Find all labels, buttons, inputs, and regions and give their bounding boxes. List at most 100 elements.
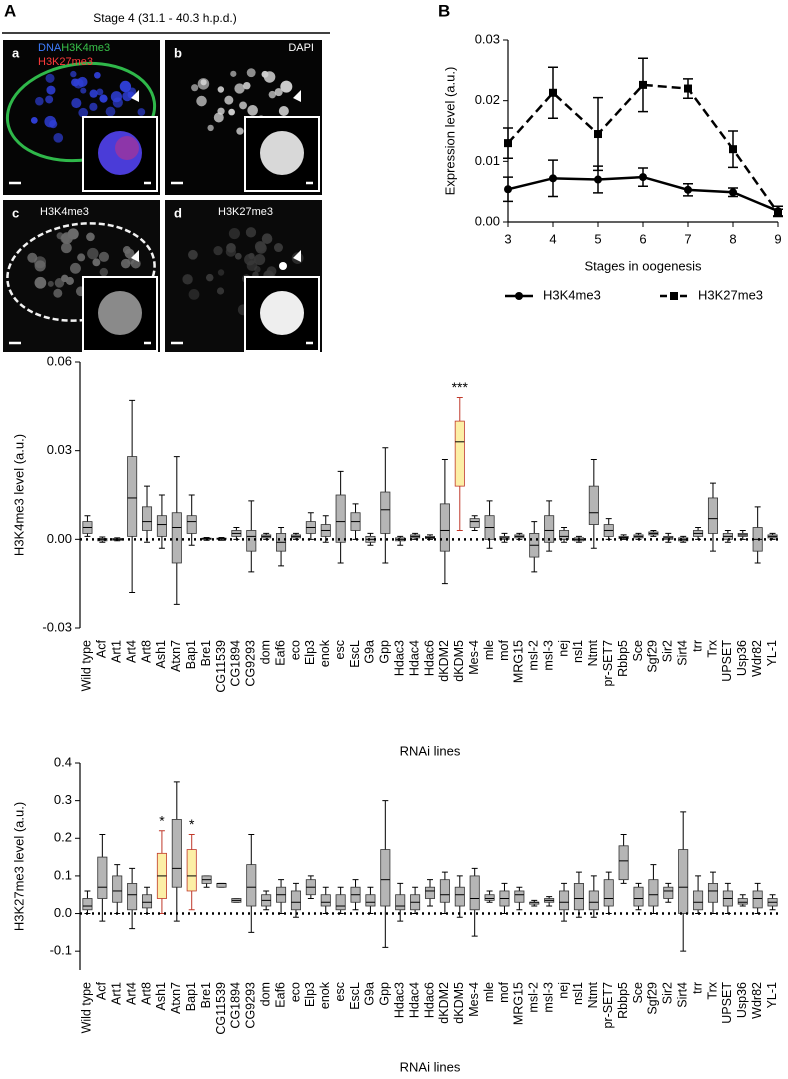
box — [588, 890, 599, 911]
nucleus — [243, 81, 251, 90]
whisker-low — [516, 902, 523, 911]
box — [559, 890, 570, 911]
whisker-low — [278, 551, 285, 567]
whisker-low — [441, 551, 448, 585]
x-tick-label: Atxn7 — [169, 640, 183, 672]
nucleus — [246, 68, 256, 78]
x-tick-label: Sgf29 — [646, 640, 660, 673]
label-part: H3K4me3 — [61, 42, 110, 54]
x-tick-label: nsl1 — [571, 982, 585, 1005]
x-tick-label: Sirt4 — [675, 640, 689, 666]
x-tick-label: Mes-4 — [467, 982, 481, 1017]
x-tick-label: dKDM5 — [452, 982, 466, 1024]
x-tick-label: esc — [333, 982, 347, 1001]
x-tick-label: UPSET — [720, 640, 734, 682]
whisker-high — [99, 834, 106, 858]
box — [246, 864, 257, 907]
whisker-high — [144, 886, 150, 895]
x-tick-label: Ntmt — [586, 981, 600, 1008]
nucleus — [280, 80, 293, 93]
x-tick-label: MRG15 — [512, 982, 526, 1025]
whisker-high — [248, 834, 255, 865]
nucleus — [54, 278, 65, 288]
box — [469, 518, 480, 528]
box — [559, 530, 570, 540]
y-tick-label: 0.00 — [47, 531, 72, 546]
x-tick-label: Art1 — [110, 982, 124, 1005]
x-tick-label: Wdr82 — [750, 982, 764, 1019]
nucleus — [205, 273, 214, 282]
whisker-low — [188, 890, 195, 911]
box — [186, 849, 197, 892]
box — [588, 485, 599, 525]
x-tick-label: Hdac3 — [393, 640, 407, 676]
nucleus — [112, 97, 123, 108]
box — [424, 886, 436, 899]
marker — [515, 292, 523, 300]
x-axis-label: RNAi lines — [400, 743, 461, 758]
whisker-low — [680, 913, 687, 952]
legend-label: H3K27me3 — [698, 287, 763, 302]
box — [678, 849, 689, 914]
y-tick-label: 0.2 — [54, 830, 72, 845]
nucleus — [188, 249, 198, 260]
box — [142, 506, 153, 531]
x-tick-label: Art8 — [139, 640, 153, 663]
x-tick-label: mof — [497, 981, 511, 1002]
nucleus — [261, 233, 273, 244]
box — [127, 883, 138, 911]
whisker-high — [337, 470, 344, 495]
nucleus — [122, 246, 131, 255]
nucleus — [34, 260, 46, 272]
x-tick-label: Bap1 — [184, 640, 198, 669]
whisker-low — [278, 902, 285, 915]
whisker-low — [397, 540, 404, 546]
box — [514, 890, 525, 903]
whisker-high — [605, 518, 612, 525]
x-tick-label: Art1 — [110, 640, 124, 663]
x-tick-label: CG1894 — [229, 982, 243, 1029]
x-tick-label: Mes-4 — [467, 640, 481, 675]
nucleus — [89, 89, 98, 98]
whisker-low — [427, 898, 433, 907]
image-letter: c — [12, 205, 19, 220]
x-tick-label: Hdac4 — [407, 982, 421, 1018]
nucleus — [96, 88, 104, 96]
whisker-high — [307, 512, 314, 522]
whisker-high — [188, 494, 195, 516]
x-tick-label: Usp36 — [735, 640, 749, 676]
x-tick-label: Sir2 — [661, 640, 675, 662]
marker — [504, 185, 512, 194]
box — [663, 886, 674, 899]
whisker-low — [635, 906, 642, 911]
whisker-low — [486, 539, 493, 549]
x-axis-label: RNAi lines — [400, 1059, 461, 1074]
whisker-high — [650, 864, 657, 880]
nucleus — [236, 127, 244, 135]
bright-spot — [279, 262, 287, 270]
nucleus — [65, 276, 74, 285]
x-tick-label: trr — [690, 982, 704, 994]
nucleus — [99, 94, 108, 103]
y-axis-label: H3K27me3 level (a.u.) — [11, 802, 26, 931]
marker — [504, 139, 512, 148]
x-tick-label: CG9293 — [244, 982, 258, 1029]
image-label: DAPI — [288, 42, 314, 54]
x-tick-label: 5 — [594, 231, 601, 246]
micrograph — [3, 40, 160, 195]
nucleus — [225, 246, 237, 257]
significance: * — [189, 816, 195, 832]
marker — [549, 174, 557, 183]
panel-letter: A — [4, 1, 16, 20]
x-tick-label: Ash1 — [154, 640, 168, 669]
whisker-high — [84, 515, 91, 522]
nucleus — [89, 102, 98, 111]
x-tick-label: Art4 — [124, 640, 138, 663]
y-tick-label: 0.00 — [475, 213, 500, 228]
whisker-low — [531, 557, 538, 573]
box — [380, 491, 391, 534]
egg-outline — [6, 222, 156, 322]
whisker-high — [590, 459, 597, 487]
nucleus — [254, 254, 266, 266]
nucleus — [45, 73, 55, 83]
